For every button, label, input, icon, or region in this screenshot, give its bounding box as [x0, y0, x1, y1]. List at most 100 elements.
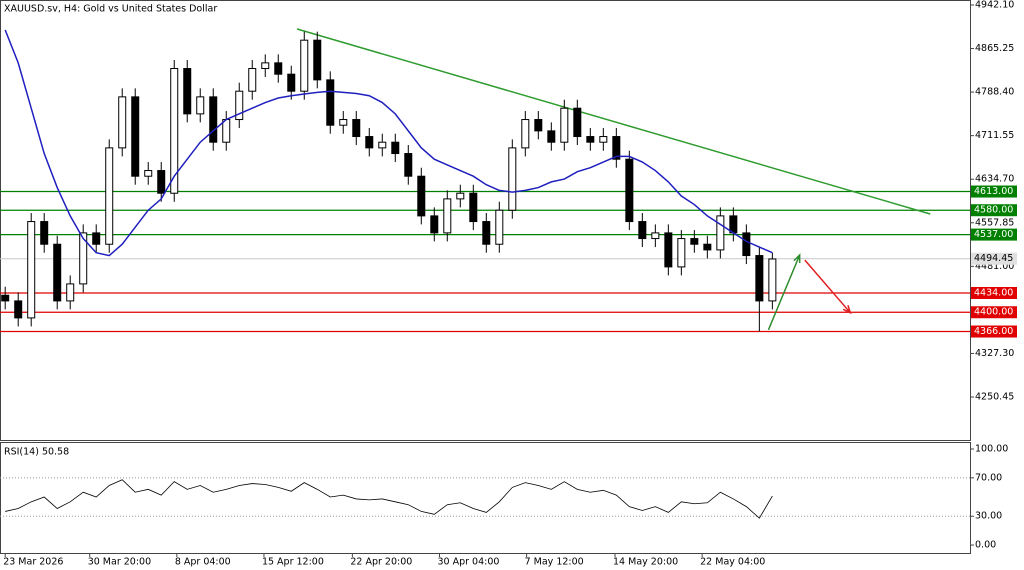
level-box	[971, 306, 1017, 319]
candle-body	[651, 232, 660, 240]
candle-body	[742, 232, 751, 257]
level-label: 4580.00	[974, 205, 1013, 216]
candle-body	[313, 39, 322, 81]
candle-body	[365, 136, 374, 149]
arrow	[767, 253, 801, 331]
candle-body	[170, 68, 179, 194]
trendline	[296, 28, 931, 215]
candle-body	[1, 294, 10, 302]
candle-body	[417, 175, 426, 217]
candle-body	[287, 73, 296, 92]
candle-body	[430, 215, 439, 234]
candle-body	[131, 96, 140, 177]
candle-body	[183, 68, 192, 115]
x-tick-label: 30 Mar 20:00	[88, 557, 151, 568]
candle-body	[456, 192, 465, 200]
candle-body	[755, 255, 764, 302]
candle-body	[768, 258, 777, 302]
level-label: 4537.00	[974, 229, 1013, 240]
rsi-tick-label: 30.00	[975, 511, 1002, 522]
x-tick-label: 22 Apr 20:00	[350, 557, 412, 568]
candle-body	[586, 136, 595, 143]
candle-body	[248, 68, 257, 92]
candle-body	[560, 107, 569, 143]
candle-body	[482, 221, 491, 245]
x-tick-label: 23 Mar 2026	[3, 557, 63, 568]
candle-body	[40, 221, 49, 245]
level-label: 4613.00	[974, 186, 1013, 197]
current-price-label: 4494.45	[974, 253, 1013, 264]
candle-body	[716, 215, 725, 251]
rsi-label: RSI(14) 50.58	[4, 447, 69, 458]
candle-body	[222, 119, 231, 143]
level-label: 4366.00	[974, 326, 1013, 337]
price-pane	[0, 0, 971, 441]
candle-body	[378, 141, 387, 149]
candle-body	[508, 147, 517, 211]
candle-body	[612, 136, 621, 160]
candle-body	[638, 221, 647, 240]
rsi-pane	[0, 442, 971, 554]
candle-body	[235, 90, 244, 121]
rsi-line	[5, 479, 773, 519]
x-tick-label: 8 Apr 04:00	[175, 557, 231, 568]
y-tick-label: 4634.70	[975, 174, 1014, 185]
candle-body	[703, 243, 712, 251]
candle-body	[690, 238, 699, 245]
level-box	[971, 325, 1017, 338]
y-tick-label: 4788.40	[975, 87, 1014, 98]
x-tick-label: 15 Apr 12:00	[262, 557, 324, 568]
candle-body	[274, 62, 283, 75]
candle-body	[404, 153, 413, 177]
rsi-tick-label: 0.00	[975, 540, 996, 551]
candle-body	[300, 39, 309, 92]
current-price-box	[971, 252, 1017, 265]
candle-body	[443, 198, 452, 234]
candle-body	[144, 170, 153, 177]
candle-body	[92, 232, 101, 245]
candle-body	[495, 209, 504, 245]
level-box	[971, 228, 1017, 241]
level-box	[971, 185, 1017, 198]
candle-body	[118, 96, 127, 149]
candle-body	[105, 147, 114, 245]
candle-body	[573, 107, 582, 138]
candle-body	[664, 232, 673, 268]
level-box	[971, 286, 1017, 299]
rsi-tick-label: 70.00	[975, 472, 1002, 483]
candle-body	[326, 79, 335, 126]
y-tick-label: 4250.45	[975, 392, 1014, 403]
candle-body	[66, 283, 75, 302]
level-box	[971, 204, 1017, 217]
candle-body	[261, 62, 270, 70]
moving-average	[4, 29, 773, 257]
candle-body	[521, 119, 530, 149]
level-label: 4400.00	[974, 307, 1013, 318]
candle-body	[157, 170, 166, 194]
chart-title: XAUUSD.sv, H4: Gold vs United States Dol…	[4, 4, 217, 15]
candle-body	[677, 238, 686, 268]
y-tick-label: 4865.25	[975, 43, 1014, 54]
candle-body	[27, 221, 36, 319]
candle-body	[352, 119, 361, 138]
y-tick-label: 4557.85	[975, 217, 1014, 228]
candle-body	[729, 215, 738, 234]
candle-body	[534, 119, 543, 132]
candle-body	[625, 158, 634, 223]
x-tick-label: 30 Apr 04:00	[437, 557, 499, 568]
x-tick-label: 22 May 04:00	[700, 557, 765, 568]
candle-body	[599, 136, 608, 143]
y-tick-label: 4711.55	[975, 130, 1014, 141]
rsi-tick-label: 100.00	[975, 444, 1008, 455]
candle-body	[469, 192, 478, 223]
x-tick-label: 7 May 12:00	[525, 557, 584, 568]
arrow	[804, 259, 852, 315]
y-tick-label: 4327.30	[975, 348, 1014, 359]
candle-body	[53, 243, 62, 302]
candle-body	[209, 96, 218, 143]
candle-body	[339, 119, 348, 126]
candle-body	[547, 130, 556, 143]
candle-body	[14, 300, 23, 319]
candle-body	[196, 96, 205, 115]
